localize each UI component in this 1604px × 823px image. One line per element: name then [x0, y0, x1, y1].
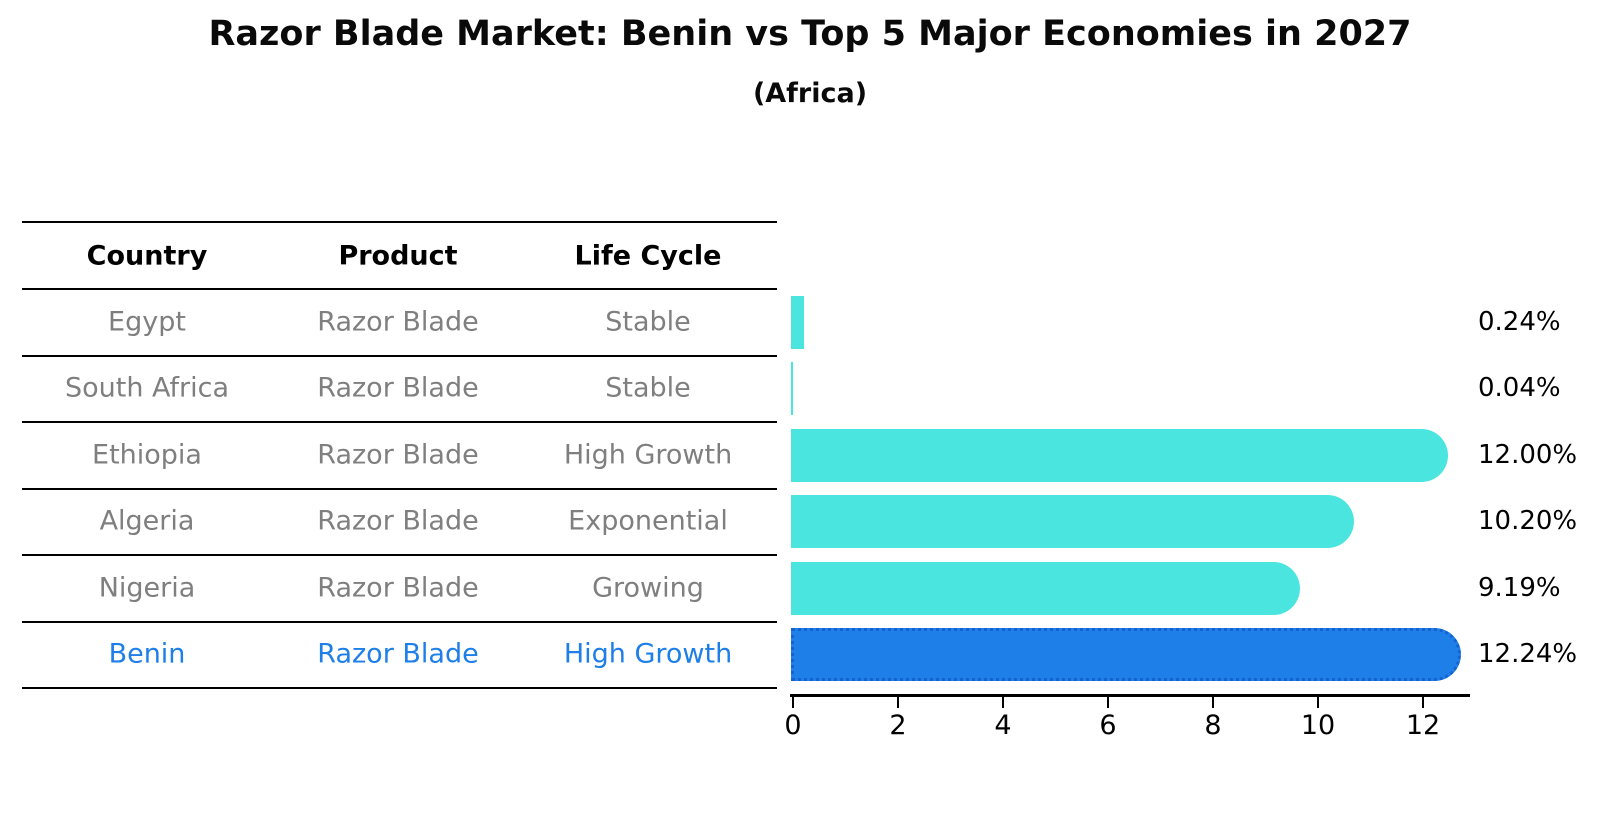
cell-lifecycle: Exponential: [568, 505, 728, 537]
cell-country: South Africa: [64, 372, 230, 404]
x-tick-label: 8: [1204, 710, 1222, 741]
x-tick-mark: [1107, 697, 1109, 708]
cell-country: Egypt: [108, 306, 186, 338]
table-header-divider: [22, 288, 777, 290]
value-label-south-africa: 0.04%: [1478, 373, 1561, 403]
cell-lifecycle: High Growth: [563, 439, 733, 471]
cell-product: Razor Blade: [317, 306, 479, 338]
cell-lifecycle: Growing: [592, 572, 704, 604]
x-tick-mark: [897, 697, 899, 708]
bar-nigeria: [791, 561, 1301, 615]
x-tick-label: 2: [889, 710, 907, 741]
cell-lifecycle: Stable: [605, 372, 691, 404]
bar-algeria: [791, 494, 1354, 548]
col-header-lifecycle: Life Cycle: [574, 240, 722, 272]
table-border-bottom: [22, 687, 777, 689]
bar-egypt: [791, 295, 804, 349]
x-tick-mark: [1422, 697, 1424, 708]
x-axis-line: [790, 694, 1470, 697]
value-label-ethiopia: 12.00%: [1478, 440, 1578, 470]
cell-country: Ethiopia: [92, 439, 202, 471]
table-row-divider: [22, 621, 777, 623]
cell-product: Razor Blade: [317, 505, 479, 537]
x-tick-label: 4: [994, 710, 1012, 741]
x-tick-mark: [792, 697, 794, 708]
table-row-divider: [22, 355, 777, 357]
cell-product: Razor Blade: [317, 439, 479, 471]
cell-country: Algeria: [99, 505, 195, 537]
cell-country: Benin: [108, 638, 186, 670]
x-tick-mark: [1002, 697, 1004, 708]
cell-product: Razor Blade: [317, 638, 479, 670]
value-label-benin: 12.24%: [1478, 639, 1578, 669]
table-border-top: [22, 221, 777, 223]
table-row-divider: [22, 554, 777, 556]
bar-ethiopia: [791, 428, 1448, 482]
chart-subtitle: (Africa): [752, 78, 868, 109]
x-tick-label: 10: [1300, 710, 1336, 741]
bar-benin: [791, 627, 1461, 681]
col-header-country: Country: [86, 240, 208, 272]
x-tick-mark: [1212, 697, 1214, 708]
col-header-product: Product: [338, 240, 458, 272]
value-label-algeria: 10.20%: [1478, 506, 1578, 536]
bar-south-africa: [791, 361, 794, 415]
cell-country: Nigeria: [98, 572, 196, 604]
value-label-nigeria: 9.19%: [1478, 573, 1561, 603]
x-tick-mark: [1317, 697, 1319, 708]
cell-lifecycle: High Growth: [563, 638, 733, 670]
x-tick-label: 0: [784, 710, 802, 741]
x-tick-label: 6: [1099, 710, 1117, 741]
value-label-egypt: 0.24%: [1478, 307, 1561, 337]
chart-title: Razor Blade Market: Benin vs Top 5 Major…: [208, 14, 1412, 54]
cell-product: Razor Blade: [317, 572, 479, 604]
table-row-divider: [22, 421, 777, 423]
cell-product: Razor Blade: [317, 372, 479, 404]
table-row-divider: [22, 488, 777, 490]
x-tick-label: 12: [1405, 710, 1441, 741]
cell-lifecycle: Stable: [605, 306, 691, 338]
